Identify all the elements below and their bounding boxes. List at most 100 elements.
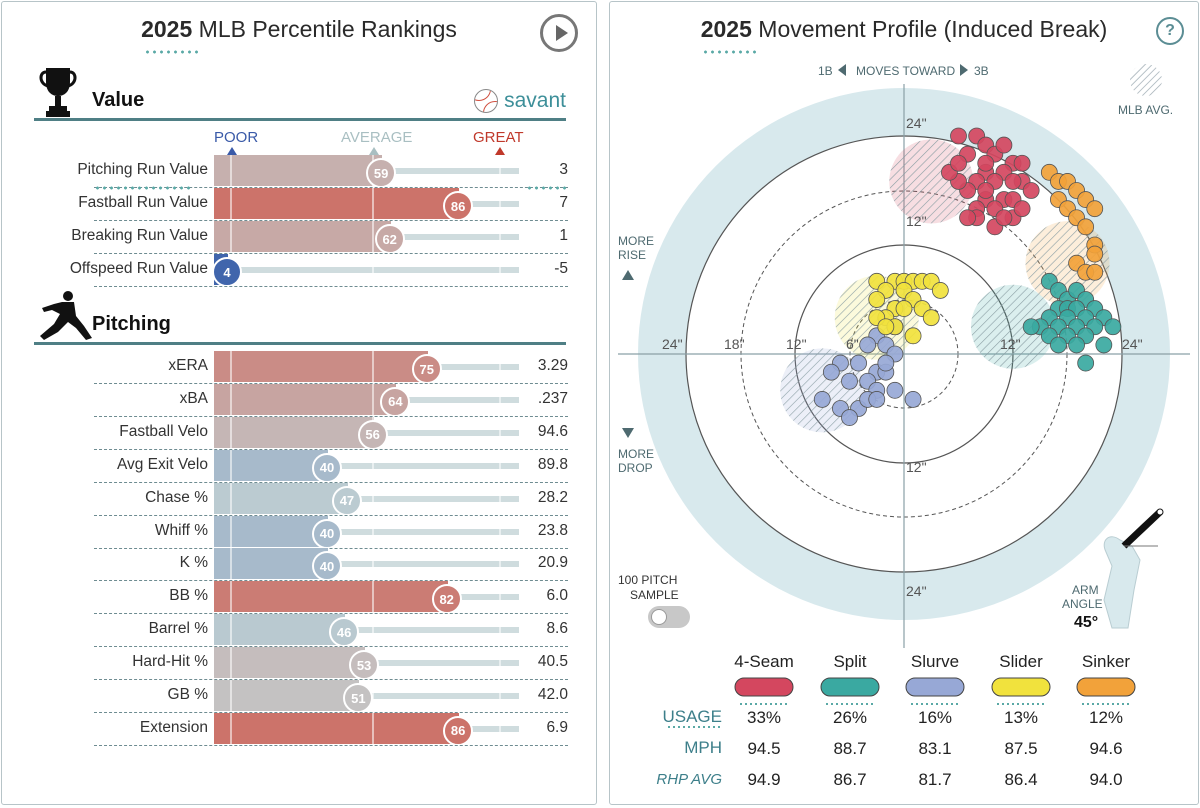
pitch-point-slurve[interactable]: [813, 391, 831, 408]
percentile-tick-90: [499, 188, 501, 219]
pitch-point-slurve[interactable]: [859, 336, 877, 354]
pitch-point-slurve[interactable]: [841, 409, 858, 426]
pitch-point-4-seam[interactable]: [1004, 173, 1022, 190]
pitch-point-slurve[interactable]: [904, 391, 922, 408]
arm-angle-value: 45°: [1074, 614, 1098, 631]
percentile-row[interactable]: Breaking Run Value 62 1: [2, 221, 598, 254]
pitch-point-slider[interactable]: [868, 291, 886, 308]
row-separator: [94, 186, 568, 188]
pitcher-icon: [40, 291, 92, 340]
ring-label-left-24: 24": [662, 336, 683, 352]
pitch-point-split[interactable]: [1022, 318, 1040, 336]
pitch-point-slurve[interactable]: [877, 354, 895, 372]
ring-label-left-18: 18": [724, 336, 745, 352]
pitch-swatch-sinker[interactable]: [1076, 677, 1136, 697]
percentile-tick-90: [499, 712, 501, 744]
pitch-point-split[interactable]: [1077, 354, 1095, 372]
pitch-point-4-seam[interactable]: [959, 209, 976, 227]
percentile-row[interactable]: Fastball Run Value 86 7: [2, 188, 598, 221]
pitch-point-sinker[interactable]: [1086, 245, 1104, 263]
pitch-point-4-seam[interactable]: [995, 136, 1013, 154]
percentile-row[interactable]: Whiff % 40 23.8: [2, 515, 598, 549]
pitch-point-slurve[interactable]: [850, 354, 867, 372]
percentile-row[interactable]: Fastball Velo 56 94.6: [2, 416, 598, 450]
percentile-tick-50: [372, 188, 374, 219]
percentile-tick-90: [499, 581, 501, 613]
metric-value: 42.0: [537, 686, 568, 703]
percentile-tick-50: [372, 482, 374, 514]
sample-toggle[interactable]: [648, 606, 690, 628]
more-rise-label-2: RISE: [618, 248, 646, 262]
pitch-point-split[interactable]: [1095, 336, 1113, 354]
pitch-point-4-seam[interactable]: [1013, 200, 1031, 218]
pitch-rhp-avg: 94.9: [747, 770, 780, 789]
pitch-point-sinker[interactable]: [1086, 200, 1104, 218]
movement-profile-title: 2025 Movement Profile (Induced Break): [610, 16, 1198, 43]
row-separator: [94, 612, 568, 615]
pitch-point-slider[interactable]: [922, 309, 940, 327]
pitch-point-slider[interactable]: [904, 327, 922, 345]
percentile-row[interactable]: Chase % 47 28.2: [2, 482, 598, 516]
percentile-row[interactable]: BB % 82 6.0: [2, 581, 598, 615]
percentile-row[interactable]: xERA 75 3.29: [2, 351, 598, 384]
savant-logo[interactable]: savant: [474, 89, 566, 113]
percentile-row[interactable]: Extension 86 6.9: [2, 712, 598, 746]
pitch-point-split[interactable]: [1104, 318, 1122, 336]
percentile-row[interactable]: xBA 64 .237: [2, 383, 598, 417]
row-separator: [94, 547, 568, 549]
pitch-point-4-seam[interactable]: [950, 154, 967, 172]
percentile-badge: 86: [443, 715, 474, 746]
value-section-header: Value savant: [34, 62, 566, 121]
pitch-point-slurve[interactable]: [822, 363, 840, 381]
pitch-point-slurve[interactable]: [886, 381, 904, 399]
scale-great-label: GREAT: [473, 129, 524, 146]
row-separator: [94, 481, 568, 483]
pitch-point-sinker[interactable]: [1077, 218, 1095, 236]
help-icon[interactable]: ?: [1156, 17, 1184, 45]
pitch-point-slider[interactable]: [931, 282, 949, 299]
pitch-point-sinker[interactable]: [1086, 263, 1104, 281]
pitch-point-4-seam[interactable]: [995, 209, 1013, 227]
metric-name: GB %: [167, 686, 208, 703]
percentile-row[interactable]: Pitching Run Value 59 3: [2, 155, 598, 188]
percentile-row[interactable]: GB % 51 42.0: [2, 680, 598, 713]
percentile-row[interactable]: Hard-Hit % 53 40.5: [2, 647, 598, 681]
percentile-fill: [214, 188, 460, 219]
pitch-point-slider[interactable]: [877, 318, 895, 336]
pitch-mph: 83.1: [918, 739, 951, 758]
pitch-swatch-slider[interactable]: [991, 677, 1051, 697]
metric-name: Breaking Run Value: [71, 227, 208, 244]
play-button[interactable]: [540, 14, 578, 52]
percentile-row[interactable]: Avg Exit Velo 40 89.8: [2, 449, 598, 483]
metric-value: 40.5: [537, 653, 568, 671]
pitch-point-4-seam[interactable]: [1013, 154, 1031, 172]
row-separator: [94, 448, 568, 450]
percentile-badge: 40: [312, 452, 342, 483]
pitch-name-4-seam: 4-Seam: [734, 652, 794, 671]
metric-value: 8.6: [546, 620, 568, 638]
pitch-point-slider[interactable]: [895, 300, 913, 317]
pitch-swatch-4-seam[interactable]: [734, 677, 794, 697]
pitch-swatch-split[interactable]: [820, 677, 880, 697]
pitch-swatch-slurve[interactable]: [905, 677, 965, 697]
movement-title-year: 2025: [700, 16, 752, 42]
savant-brand-text: savant: [504, 89, 566, 112]
metric-value: 7: [559, 194, 568, 211]
percentile-row[interactable]: Offspeed Run Value 4 -5: [2, 254, 598, 287]
percentile-row[interactable]: Barrel % 46 8.6: [2, 614, 598, 648]
percentile-tick-50: [372, 614, 374, 646]
pitch-point-4-seam[interactable]: [977, 154, 995, 172]
pitch-point-split[interactable]: [1068, 336, 1085, 354]
metric-name: BB %: [169, 587, 208, 605]
percentile-row[interactable]: K % 40 20.9: [2, 548, 598, 582]
percentile-tick-90: [499, 383, 501, 415]
pitch-point-split[interactable]: [1050, 336, 1067, 354]
pitch-point-4-seam[interactable]: [1022, 182, 1040, 199]
pitch-point-slurve[interactable]: [841, 372, 858, 390]
value-section-label: Value: [92, 89, 145, 111]
pitch-point-4-seam[interactable]: [950, 127, 967, 145]
pitch-point-4-seam[interactable]: [977, 182, 995, 199]
metric-value: 28.2: [537, 488, 568, 506]
more-drop-label-2: DROP: [618, 461, 653, 475]
pitch-point-slurve[interactable]: [868, 391, 886, 408]
